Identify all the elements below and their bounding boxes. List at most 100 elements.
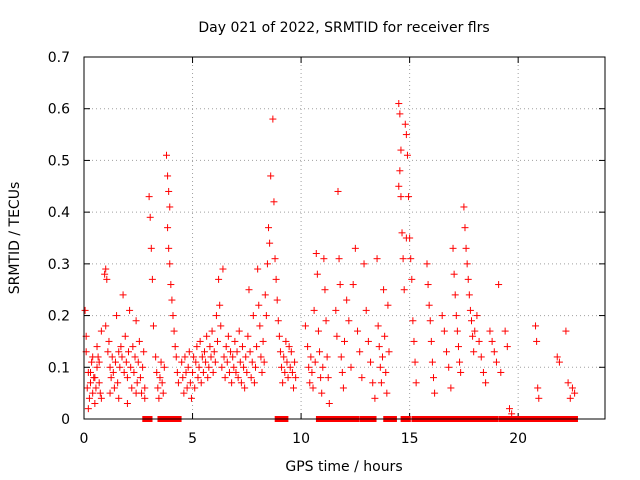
data-point [301, 322, 309, 330]
data-point [111, 358, 119, 366]
data-point [237, 379, 245, 387]
data-point [284, 374, 292, 382]
data-point [148, 275, 156, 283]
data-point [262, 312, 270, 320]
data-point [450, 270, 458, 278]
data-point [364, 337, 372, 345]
data-point [313, 270, 321, 278]
data-point [322, 317, 330, 325]
data-point [228, 379, 236, 387]
data-point [255, 301, 263, 309]
x-tick-label: 20 [509, 431, 527, 447]
data-point [180, 389, 188, 397]
data-point [145, 193, 153, 201]
data-point [362, 306, 370, 314]
data-point [136, 374, 144, 382]
data-point [207, 353, 215, 361]
data-point [127, 363, 135, 371]
data-point [409, 317, 417, 325]
data-point [532, 322, 540, 330]
data-point [169, 312, 177, 320]
data-point [173, 368, 181, 376]
data-point [160, 363, 168, 371]
data-point [275, 332, 283, 340]
data-point [309, 384, 317, 392]
axis-ticks: 0 0.1 0.2 0.3 0.4 0.5 0.6 0.7 0 5 10 15 20 [48, 50, 605, 447]
data-point [91, 374, 99, 382]
data-point [123, 399, 131, 407]
y-axis-label: SRMTID / TECUs [7, 182, 23, 295]
data-point [534, 384, 542, 392]
data-point [286, 363, 294, 371]
data-point [165, 244, 173, 252]
data-point [270, 198, 278, 206]
data-point [258, 368, 266, 376]
x-tick-label: 5 [188, 431, 197, 447]
data-point [203, 332, 211, 340]
data-point [339, 384, 347, 392]
data-point [164, 224, 172, 232]
data-point [249, 312, 257, 320]
data-point [263, 260, 271, 268]
data-point [261, 291, 269, 299]
data-point [107, 374, 115, 382]
data-point [408, 275, 416, 283]
data-point [385, 348, 393, 356]
data-point [104, 348, 112, 356]
data-point [312, 250, 320, 258]
y-tick-label: 0 [61, 412, 70, 428]
data-point [464, 275, 472, 283]
data-point [311, 358, 319, 366]
data-point [562, 327, 570, 335]
data-point [407, 255, 415, 263]
data-point [490, 348, 498, 356]
data-point [351, 244, 359, 252]
data-point [197, 379, 205, 387]
data-point [210, 348, 218, 356]
data-point [371, 394, 379, 402]
data-point [564, 379, 572, 387]
data-point [117, 343, 125, 351]
data-point [475, 337, 483, 345]
data-point [345, 317, 353, 325]
x-tick-label: 10 [292, 431, 310, 447]
data-point [376, 363, 384, 371]
data-point [482, 379, 490, 387]
data-point [108, 353, 116, 361]
data-point [267, 172, 275, 180]
data-point [192, 358, 200, 366]
data-point [121, 332, 129, 340]
data-point [170, 327, 178, 335]
y-tick-label: 0.2 [48, 309, 70, 325]
data-point [116, 363, 124, 371]
data-point [204, 374, 212, 382]
data-point [245, 286, 253, 294]
data-point [133, 379, 141, 387]
data-point [566, 394, 574, 402]
data-point [477, 353, 485, 361]
data-point [454, 343, 462, 351]
data-point [187, 394, 195, 402]
data-point [305, 363, 313, 371]
data-point [220, 353, 228, 361]
plot-frame [83, 56, 606, 420]
data-point [205, 363, 213, 371]
data-point [273, 296, 281, 304]
data-point [492, 358, 500, 366]
data-point [109, 368, 117, 376]
data-point [466, 306, 474, 314]
data-point [266, 239, 274, 247]
data-point [411, 358, 419, 366]
data-point [102, 265, 110, 273]
data-point [199, 368, 207, 376]
data-point [314, 327, 322, 335]
data-point [318, 389, 326, 397]
data-point [153, 368, 161, 376]
data-point [461, 224, 469, 232]
data-point [240, 363, 248, 371]
data-point [167, 281, 175, 289]
data-point [174, 379, 182, 387]
data-point [152, 353, 160, 361]
data-point [271, 255, 279, 263]
data-point [215, 275, 223, 283]
